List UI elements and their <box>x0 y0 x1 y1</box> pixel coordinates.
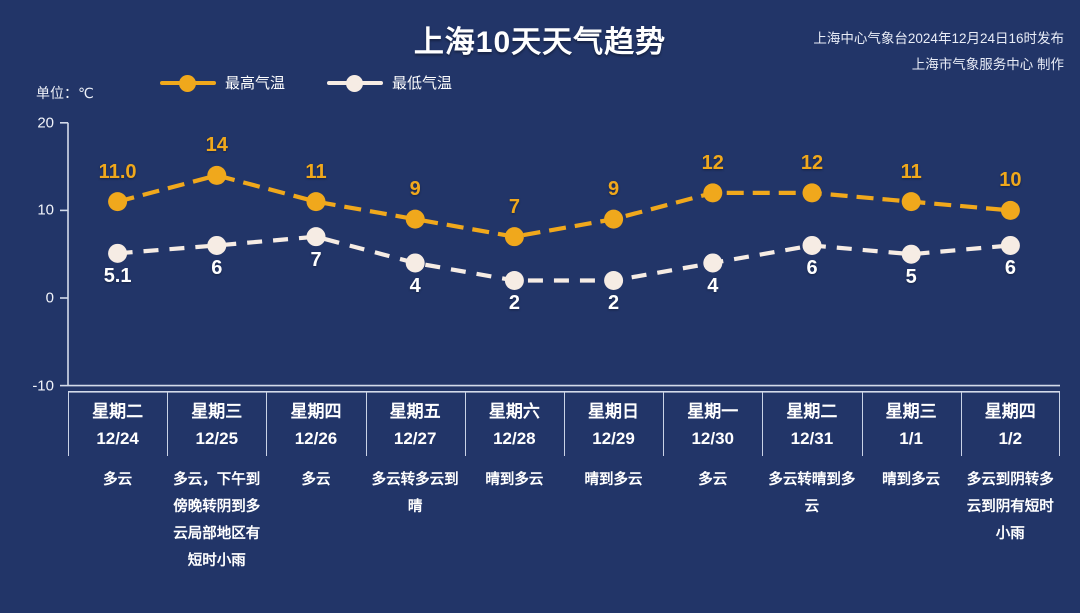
produced-by-text: 上海市气象服务中心 制作 <box>911 57 1064 72</box>
y-axis-tick-10: 10 <box>37 201 54 219</box>
high-temp-label-12/30: 12 <box>701 151 724 174</box>
low-temp-label-12/30: 4 <box>707 274 719 297</box>
forecast-table: 星期二 12/24 多云 星期三 12/25 多云，下午到傍晚转阴到多云局部地区有短时小雨… <box>68 391 1060 611</box>
high-temp-label-12/31: 12 <box>800 151 824 174</box>
forecast-column-12-24[interactable]: 星期二 12/24 多云 <box>68 391 167 611</box>
low-temp-label-12/25: 6 <box>211 257 223 280</box>
forecast-column-12-29[interactable]: 星期日 12/29 晴到多云 <box>563 391 663 611</box>
column-divider <box>266 392 268 456</box>
weekday-label: 星期四 <box>984 402 1036 421</box>
weekday-label: 星期一 <box>687 402 739 421</box>
column-divider <box>960 392 962 456</box>
date-label: 12/28 <box>493 429 536 448</box>
high-temp-label-12/25: 14 <box>205 134 228 157</box>
column-divider <box>167 392 169 456</box>
weekday-label: 星期二 <box>786 402 838 421</box>
weather-description: 多云 <box>103 472 133 488</box>
forecast-column-12-26[interactable]: 星期四 12/26 多云 <box>266 391 365 611</box>
high-temp-label-1/2: 10 <box>999 169 1022 192</box>
low-temp-label-12/31: 6 <box>806 257 818 280</box>
y-axis-tick-0: 0 <box>45 289 54 307</box>
circle-marker-icon <box>160 74 216 92</box>
weather-description: 多云转多云到晴 <box>371 472 459 515</box>
weather-description: 多云 <box>301 472 331 488</box>
low-temp-label-1/1: 5 <box>905 266 917 289</box>
legend-label-low: 最低气温 <box>392 75 453 92</box>
weather-description: 多云 <box>698 472 728 488</box>
date-label: 12/25 <box>195 429 239 448</box>
column-divider <box>1058 392 1060 456</box>
forecast-column-12-28[interactable]: 星期六 12/28 晴到多云 <box>464 391 564 611</box>
forecast-column-12-31[interactable]: 星期二 12/31 多云转晴到多云 <box>762 391 861 611</box>
weather-description: 晴到多云 <box>485 472 544 488</box>
date-label: 12/24 <box>96 429 139 448</box>
high-temp-label-12/26: 11 <box>305 160 327 183</box>
low-temp-label-12/24: 5.1 <box>103 265 132 288</box>
column-divider <box>861 392 863 456</box>
forecast-column-1-1[interactable]: 星期三 1/1 晴到多云 <box>861 391 961 611</box>
weekday-label: 星期三 <box>191 402 243 421</box>
date-label: 1/1 <box>899 429 923 448</box>
y-axis-tick--10: -10 <box>32 377 54 395</box>
weekday-label: 星期二 <box>92 402 144 421</box>
weather-description: 晴到多云 <box>584 472 643 488</box>
date-label: 12/27 <box>393 429 437 448</box>
legend-item-low: 最低气温 <box>327 72 452 93</box>
date-label: 12/26 <box>294 429 338 448</box>
forecast-column-12-27[interactable]: 星期五 12/27 多云转多云到晴 <box>365 391 465 611</box>
date-label: 1/2 <box>998 429 1023 448</box>
weekday-label: 星期四 <box>290 402 342 421</box>
weekday-label: 星期六 <box>488 402 540 421</box>
low-temp-label-12/28: 2 <box>508 292 520 315</box>
weather-description: 晴到多云 <box>882 472 941 488</box>
high-temp-label-12/28: 7 <box>508 195 520 218</box>
high-temp-label-12/29: 9 <box>608 178 620 201</box>
forecast-column-1-2[interactable]: 星期四 1/2 多云到阴转多云到阴有短时小雨 <box>960 391 1060 611</box>
page-title: 上海10天天气趋势 <box>413 26 667 59</box>
column-divider <box>663 392 665 456</box>
column-divider <box>365 392 367 456</box>
high-temp-label-1/1: 11 <box>900 160 922 183</box>
legend-item-high: 最高气温 <box>160 72 285 93</box>
high-temp-label-12/27: 9 <box>409 178 421 201</box>
date-label: 12/30 <box>691 429 734 448</box>
low-temp-label-12/26: 7 <box>310 248 322 271</box>
weather-description: 多云到阴转多云到阴有短时小雨 <box>966 472 1054 542</box>
date-label: 12/31 <box>790 429 834 448</box>
forecast-column-12-30[interactable]: 星期一 12/30 多云 <box>663 391 762 611</box>
circle-marker-icon <box>327 74 384 92</box>
weather-description: 多云，下午到傍晚转阴到多云局部地区有短时小雨 <box>173 472 261 569</box>
unit-label: 单位：℃ <box>36 85 94 101</box>
legend-label-high: 最高气温 <box>225 75 286 92</box>
issuer-info: 上海中心气象台2024年12月24日16时发布 上海市气象服务中心 制作 <box>813 26 1064 78</box>
weekday-label: 星期日 <box>588 402 640 421</box>
weekday-label: 星期五 <box>389 402 441 421</box>
chart-legend: 最高气温 最低气温 <box>160 72 452 93</box>
column-divider <box>563 392 565 456</box>
low-temp-label-12/27: 4 <box>409 274 421 297</box>
issued-by-text: 上海中心气象台2024年12月24日16时发布 <box>813 31 1064 46</box>
forecast-column-12-25[interactable]: 星期三 12/25 多云，下午到傍晚转阴到多云局部地区有短时小雨 <box>167 391 266 611</box>
low-temp-label-1/2: 6 <box>1004 257 1016 280</box>
weekday-label: 星期三 <box>885 402 937 421</box>
column-divider <box>762 392 764 456</box>
column-divider <box>464 392 466 456</box>
low-temp-label-12/29: 2 <box>608 292 620 315</box>
date-label: 12/29 <box>592 429 635 448</box>
high-temp-label-12/24: 11.0 <box>98 160 137 183</box>
column-divider <box>68 392 69 456</box>
weather-description: 多云转晴到多云 <box>768 472 856 515</box>
y-axis-tick-20: 20 <box>37 114 54 132</box>
